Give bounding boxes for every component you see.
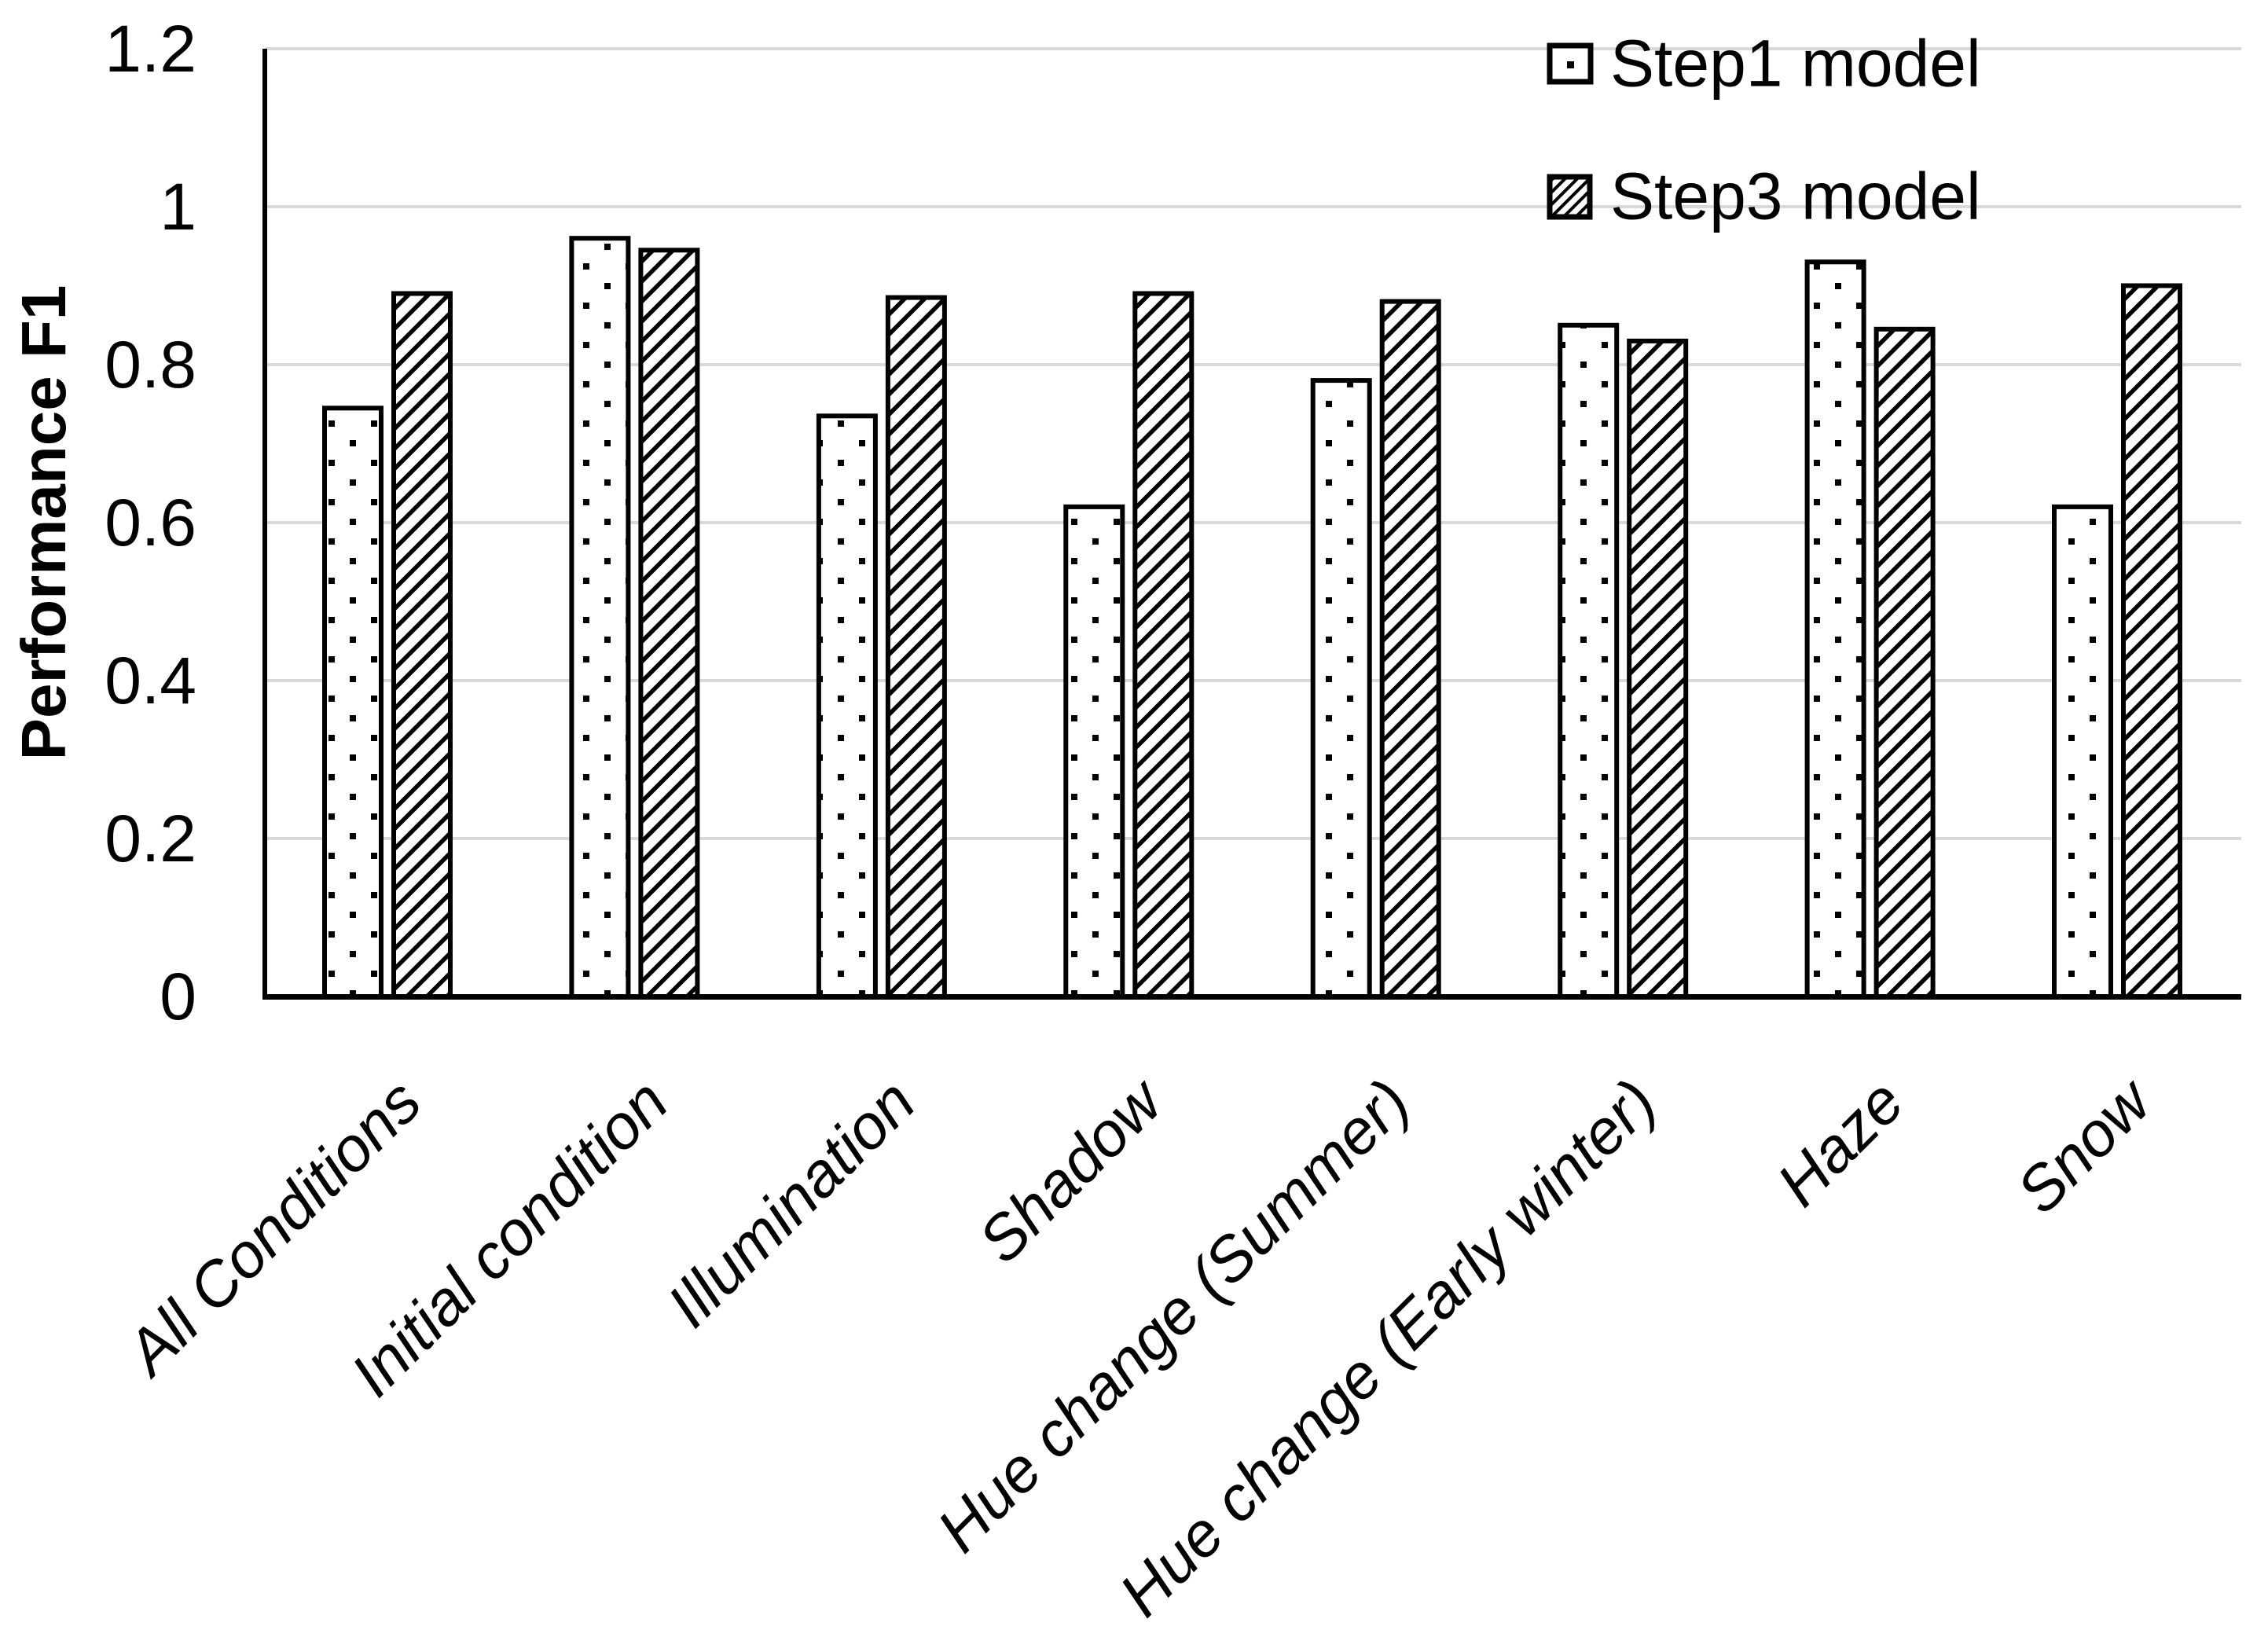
legend-label-step1: Step1 model [1610,26,1981,101]
gridline-y-0.8 [265,363,2241,366]
bar-step3-model-hue-change-early-winter [1627,338,1689,999]
bar-step3-model-shadow [1132,291,1195,999]
gridline-y-0.6 [265,521,2241,524]
bar-step1-model-illumination [816,413,878,999]
bar-step3-model-initial-condition [638,248,700,999]
bar-step1-model-shadow [1063,504,1125,999]
gridline-y-1.2 [265,47,2241,50]
bar-step1-model-hue-change-early-winter [1558,322,1620,1000]
gridline-y-0.4 [265,679,2241,682]
y-tick-label-0.8: 0.8 [105,328,196,402]
gridline-y-0.2 [265,837,2241,840]
bar-step1-model-snow [2052,504,2113,999]
bars [322,236,2182,1000]
y-axis-title: Performance F1 [9,284,79,761]
bar-step3-model-illumination [885,295,947,1000]
y-axis-line [262,49,267,1000]
legend-marker-step1-dotted-square [1547,42,1594,85]
y-tick-label-0.2: 0.2 [105,802,196,875]
y-tick-label-1: 1 [160,170,196,244]
bar-step3-model-haze [1873,326,1936,999]
bar-step3-model-all-conditions [391,291,453,999]
bar-step1-model-hue-change-summer [1310,378,1372,1000]
bar-step3-model-hue-change-summer [1379,299,1441,1000]
legend-marker-step3-hatched-square [1547,174,1593,220]
bar-step3-model-snow [2121,283,2182,999]
y-tick-label-0: 0 [160,960,196,1033]
y-tick-label-0.4: 0.4 [105,644,196,718]
bar-step1-model-all-conditions [322,406,384,999]
y-tick-label-1.2: 1.2 [105,12,196,86]
x-axis-line [262,994,2241,1000]
gridline-y-1 [265,205,2241,208]
gridlines [265,47,2241,840]
legend-label-step3: Step3 model [1610,159,1981,233]
bar-step1-model-initial-condition [569,236,631,999]
bar-step1-model-haze [1804,259,1866,999]
y-tick-label-0.6: 0.6 [105,486,196,560]
